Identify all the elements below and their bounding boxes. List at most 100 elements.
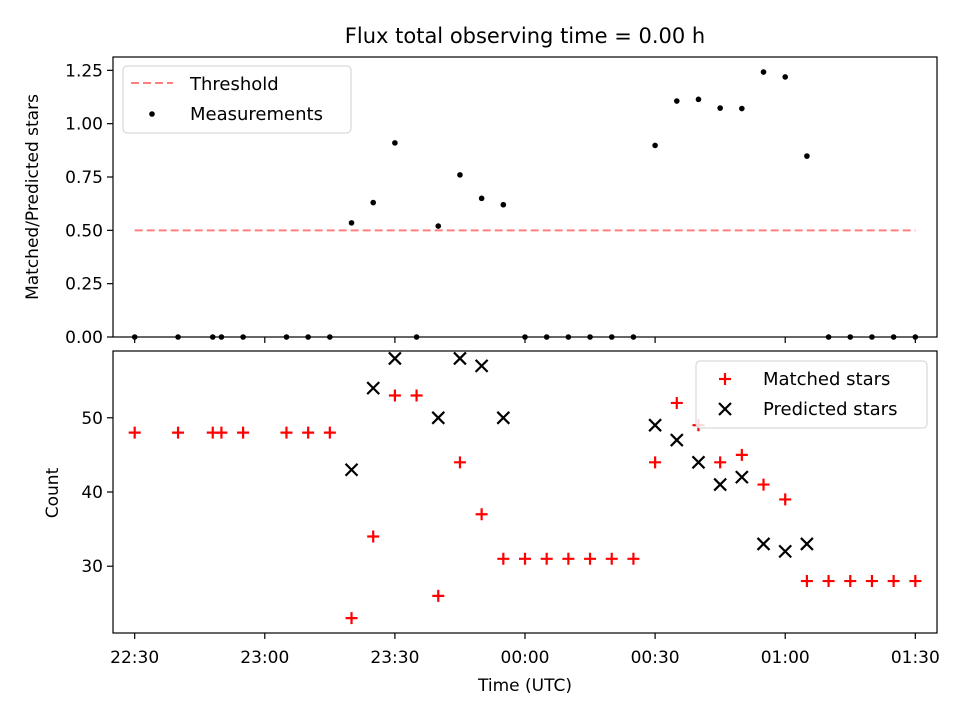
measurement-point [500, 201, 507, 208]
predicted-star-point [344, 462, 359, 477]
predicted-star-point [496, 411, 511, 425]
matched-star-point [822, 575, 835, 588]
measurement-point [760, 69, 767, 75]
matched-star-point [475, 508, 488, 521]
legend-matched-swatch [719, 373, 731, 385]
matched-star-point [388, 389, 401, 402]
matched-star-point [865, 575, 878, 588]
bottom-x-tick-label: 00:00 [501, 648, 550, 668]
top-y-tick-label: 0.00 [65, 328, 103, 348]
matched-star-point [800, 575, 813, 588]
bottom-y-tick-label: 40 [81, 483, 103, 503]
matched-star-point [345, 612, 358, 625]
matched-star-point [779, 493, 792, 506]
matched-star-point [280, 426, 293, 439]
bottom-x-tick-label: 01:30 [891, 648, 940, 668]
legend-predicted-swatch [718, 402, 732, 416]
bottom-x-tick-label: 00:30 [631, 648, 680, 668]
measurement-point [348, 220, 355, 226]
legend-predicted-label: Predicted stars [763, 399, 897, 420]
matched-star-point [497, 552, 510, 565]
bottom-x-tick-label: 23:30 [370, 648, 419, 668]
predicted-star-point [453, 351, 467, 366]
matched-star-point [128, 426, 141, 439]
measurement-point [695, 96, 702, 103]
top-y-tick-label: 0.50 [65, 221, 103, 241]
matched-star-point [627, 552, 640, 565]
matched-star-point [605, 552, 618, 565]
measurement-point [673, 98, 680, 104]
matched-star-point [323, 426, 336, 439]
legend-matched-label: Matched stars [763, 369, 890, 390]
matched-star-point [562, 552, 575, 565]
predicted-star-point [366, 381, 380, 395]
matched-star-point [649, 456, 662, 469]
matched-star-point [757, 478, 770, 491]
measurement-point [478, 195, 485, 202]
matched-star-point [215, 426, 228, 439]
legend-measurements-label: Measurements [190, 104, 323, 125]
predicted-star-point [735, 470, 749, 484]
predicted-star-point [648, 418, 662, 432]
legend-measurements-swatch [149, 111, 155, 117]
top-y-tick-label: 1.00 [65, 115, 103, 135]
bottom-legend: Matched stars Predicted stars [695, 360, 928, 429]
bottom-y-tick-label: 50 [81, 409, 103, 429]
measurement-point [392, 140, 398, 146]
matched-star-point [844, 575, 857, 588]
matched-star-point [410, 389, 423, 402]
top-legend: Threshold Measurements [122, 65, 352, 134]
predicted-star-point [388, 351, 402, 366]
top-y-tick-label: 0.25 [65, 275, 103, 295]
predicted-star-point [670, 433, 684, 447]
bottom-x-tick-label: 22:30 [110, 648, 159, 668]
measurement-point [717, 105, 723, 111]
bottom-panel: Count 30 40 50 22:30 23:00 23:30 00:00 00:30 01… [43, 350, 940, 696]
matched-star-point [540, 552, 553, 565]
predicted-star-point [474, 359, 489, 373]
top-y-tick-label: 0.75 [65, 168, 103, 188]
matched-star-point [670, 396, 683, 409]
matched-star-point [172, 426, 185, 439]
matched-star-point [584, 552, 597, 565]
measurement-point [739, 105, 745, 112]
top-y-ticks: 0.00 0.25 0.50 0.75 1.00 1.25 [65, 61, 113, 348]
predicted-star-point [756, 537, 771, 551]
top-chart-title: Flux total observing time = 0.00 h [345, 24, 705, 48]
bottom-x-ticks: 22:30 23:00 23:30 00:00 00:30 01:00 01:30 [110, 633, 940, 668]
top-legend-box [122, 65, 352, 134]
predicted-star-point [713, 477, 727, 492]
bottom-x-axis-label: Time (UTC) [477, 676, 572, 696]
top-y-axis-label: Matched/Predicted stars [23, 94, 43, 300]
bottom-plot-marks [128, 351, 922, 625]
matched-star-point [519, 552, 531, 565]
matched-star-point [237, 426, 250, 439]
bottom-y-axis-label: Count [43, 467, 63, 518]
matched-star-point [367, 530, 380, 543]
top-x-ticks [134, 337, 916, 343]
bottom-y-tick-label: 30 [81, 557, 103, 577]
matched-star-point [453, 456, 466, 469]
predicted-star-point [778, 544, 792, 559]
matched-star-point [887, 575, 900, 588]
top-panel: Flux total observing time = 0.00 h Match… [23, 24, 938, 348]
bottom-y-ticks: 30 40 50 [81, 409, 113, 577]
top-y-tick-label: 1.25 [65, 61, 103, 81]
measurement-point [782, 74, 789, 80]
measurement-point [370, 199, 377, 206]
predicted-star-point [691, 455, 706, 470]
measurement-point [804, 153, 810, 159]
matched-star-point [735, 448, 748, 461]
predicted-star-point [431, 411, 446, 425]
matched-star-point [909, 575, 922, 588]
bottom-x-tick-label: 23:00 [240, 648, 289, 668]
measurement-point [457, 172, 463, 178]
bottom-legend-box [695, 360, 928, 429]
measurement-point [435, 223, 442, 229]
bottom-x-tick-label: 01:00 [761, 648, 810, 668]
matched-star-point [432, 589, 445, 602]
matched-star-point [714, 456, 727, 469]
predicted-star-point [800, 537, 814, 551]
matched-star-point [302, 426, 315, 439]
